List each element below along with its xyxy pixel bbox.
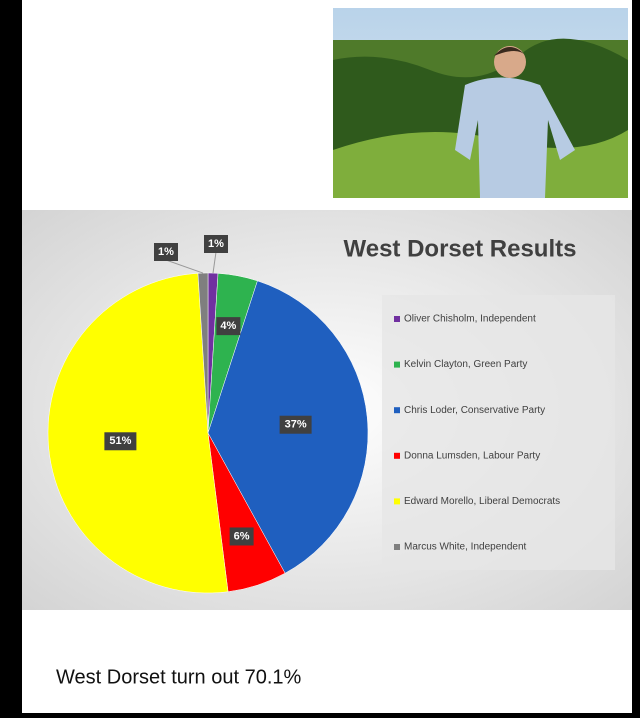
data-label-box (204, 235, 228, 253)
data-label-box (229, 527, 254, 546)
legend-swatch (394, 407, 400, 414)
data-label-box (104, 432, 137, 451)
photo (333, 8, 628, 199)
caption: West Dorset turn out 70.1% (56, 666, 302, 688)
legend-label: Donna Lumsden, Labour Party (404, 450, 540, 461)
data-label-box (154, 243, 178, 261)
legend-label: Edward Morello, Liberal Democrats (404, 496, 560, 507)
leader-line (165, 259, 204, 274)
leader-line (212, 251, 217, 274)
legend-label: Marcus White, Independent (404, 542, 527, 553)
legend-swatch (394, 544, 400, 550)
legend-swatch (394, 452, 400, 459)
legend-label: Oliver Chisholm, Independent (404, 314, 536, 325)
pie-slice (197, 272, 209, 434)
data-label: 1% (208, 238, 224, 250)
data-label: 6% (234, 530, 250, 542)
data-label-box (279, 415, 312, 434)
legend-label: Kelvin Clayton, Green Party (404, 359, 527, 370)
legend-label: Chris Loder, Conservative Party (404, 405, 545, 416)
pie-slice (47, 273, 229, 594)
data-label: 51% (109, 435, 131, 447)
legend-swatch (394, 361, 400, 368)
chart-title: West Dorset Results (344, 235, 577, 262)
legend-swatch (394, 498, 400, 505)
data-label: 4% (220, 320, 236, 332)
data-label-box (216, 317, 241, 336)
legend-swatch (394, 316, 400, 322)
legend-box (382, 295, 615, 570)
data-label: 1% (158, 246, 174, 258)
data-label: 37% (285, 419, 307, 431)
